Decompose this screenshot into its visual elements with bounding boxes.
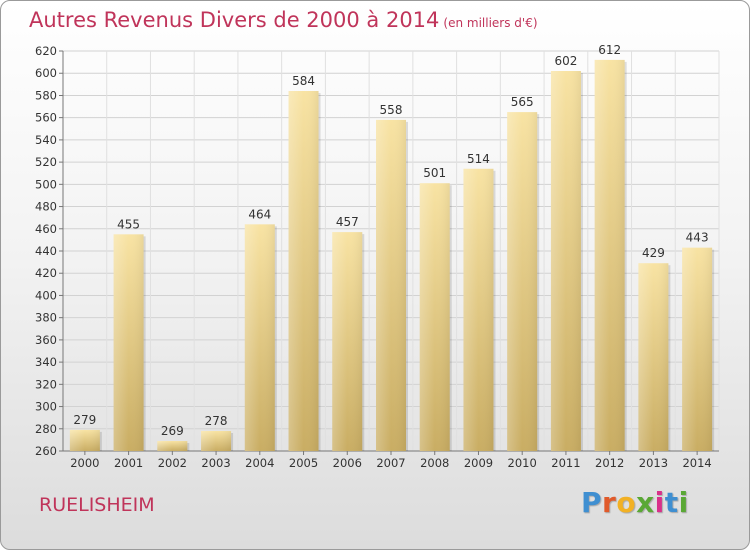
y-tick-label: 320 bbox=[35, 377, 57, 391]
data-label: 457 bbox=[336, 215, 359, 229]
x-tick-label: 2011 bbox=[551, 456, 580, 470]
x-tick-label: 2008 bbox=[420, 456, 449, 470]
y-tick-label: 340 bbox=[35, 355, 57, 369]
x-tick-label: 2009 bbox=[464, 456, 493, 470]
y-tick-label: 620 bbox=[35, 44, 57, 58]
y-tick-label: 300 bbox=[35, 400, 57, 414]
bar-highlight bbox=[419, 183, 450, 451]
data-label: 514 bbox=[467, 152, 490, 166]
chart-title: Autres Revenus Divers de 2000 à 2014 (en … bbox=[29, 8, 538, 32]
x-tick-label: 2005 bbox=[289, 456, 318, 470]
data-label: 455 bbox=[117, 217, 140, 231]
data-label: 443 bbox=[686, 231, 709, 245]
y-tick-label: 360 bbox=[35, 333, 57, 347]
bar-highlight bbox=[288, 91, 319, 451]
bar-highlight bbox=[376, 119, 406, 451]
logo-letter: o bbox=[616, 486, 637, 519]
x-tick-label: 2014 bbox=[682, 456, 711, 470]
bar-highlight bbox=[113, 234, 144, 451]
chart-unit: (en milliers d'€) bbox=[443, 16, 538, 30]
bar-highlight bbox=[594, 59, 625, 452]
x-tick-label: 2001 bbox=[114, 456, 143, 470]
bar-highlight bbox=[507, 112, 538, 451]
bar-highlight bbox=[463, 168, 494, 451]
data-label: 565 bbox=[511, 95, 534, 109]
y-tick-label: 600 bbox=[35, 66, 57, 80]
data-labels: 279 455 269 278 464 584 457 558 501 514 565 602 612 4… bbox=[73, 43, 708, 438]
data-label: 602 bbox=[554, 54, 577, 68]
bar-highlight bbox=[244, 224, 275, 451]
logo-letter: i bbox=[678, 486, 689, 519]
y-tick-label: 540 bbox=[35, 133, 57, 147]
bar-highlight bbox=[201, 431, 232, 451]
data-label: 501 bbox=[423, 166, 446, 180]
y-tick-label: 260 bbox=[35, 444, 57, 458]
y-tick-label: 440 bbox=[35, 244, 57, 258]
bar-highlight bbox=[638, 263, 669, 451]
logo-letter: t bbox=[664, 486, 679, 519]
logo-letter: P bbox=[581, 486, 603, 519]
y-tick-label: 420 bbox=[35, 266, 57, 280]
bars bbox=[69, 59, 715, 452]
bar-highlight bbox=[69, 429, 100, 451]
y-tick-label: 560 bbox=[35, 111, 57, 125]
proxiti-logo[interactable]: Proxiti bbox=[581, 486, 689, 519]
logo-letter: i bbox=[654, 486, 665, 519]
x-tick-label: 2000 bbox=[70, 456, 99, 470]
y-tick-label: 580 bbox=[35, 88, 57, 102]
y-tick-label: 280 bbox=[35, 422, 57, 436]
y-tick-label: 480 bbox=[35, 200, 57, 214]
place-name: RUELISHEIM bbox=[39, 494, 155, 516]
data-label: 279 bbox=[73, 413, 96, 427]
x-tick-label: 2012 bbox=[595, 456, 624, 470]
y-tick-label: 500 bbox=[35, 177, 57, 191]
logo-letter: r bbox=[602, 486, 617, 519]
x-tick-label: 2002 bbox=[158, 456, 187, 470]
chart-title-text: Autres Revenus Divers de 2000 à 2014 bbox=[29, 8, 440, 32]
y-tick-label: 400 bbox=[35, 288, 57, 302]
data-label: 584 bbox=[292, 74, 315, 88]
data-label: 464 bbox=[248, 207, 271, 221]
bar-highlight bbox=[332, 232, 363, 451]
x-tick-label: 2004 bbox=[245, 456, 274, 470]
bar-highlight bbox=[550, 71, 581, 451]
bar-highlight bbox=[682, 247, 713, 451]
data-label: 612 bbox=[598, 43, 621, 57]
logo-letter: x bbox=[636, 486, 655, 519]
data-label: 558 bbox=[380, 103, 403, 117]
x-tick-label: 2003 bbox=[201, 456, 230, 470]
data-label: 278 bbox=[205, 414, 228, 428]
x-tick-label: 2010 bbox=[508, 456, 537, 470]
x-tick-label: 2006 bbox=[333, 456, 362, 470]
data-label: 429 bbox=[642, 246, 665, 260]
y-tick-label: 520 bbox=[35, 155, 57, 169]
x-tick-label: 2013 bbox=[639, 456, 668, 470]
y-tick-label: 380 bbox=[35, 311, 57, 325]
y-tick-label: 460 bbox=[35, 222, 57, 236]
data-label: 269 bbox=[161, 424, 184, 438]
x-tick-label: 2007 bbox=[376, 456, 405, 470]
bar-highlight bbox=[157, 441, 188, 451]
